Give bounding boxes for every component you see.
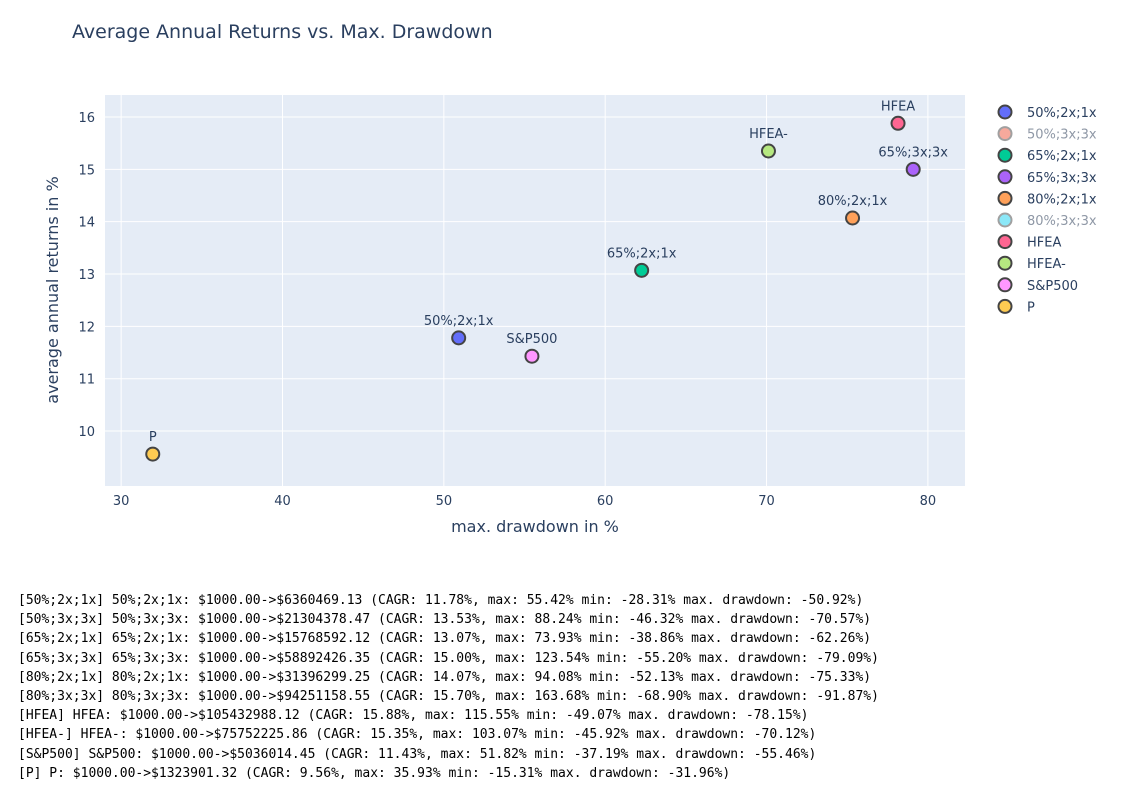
y-axis-label: average annual returns in % — [43, 176, 62, 403]
log-line: [65%;3x;3x] 65%;3x;3x: $1000.00->$588924… — [18, 650, 879, 666]
log-line: [80%;2x;1x] 80%;2x;1x: $1000.00->$313962… — [18, 669, 872, 685]
legend-item[interactable]: 65%;3x;3x — [997, 169, 1097, 186]
legend-item[interactable]: HFEA- — [997, 255, 1067, 273]
log-line: [P] P: $1000.00->$1323901.32 (CAGR: 9.56… — [18, 765, 731, 781]
log-line: [50%;3x;3x] 50%;3x;3x: $1000.00->$213043… — [18, 612, 872, 628]
point-label: 50%;2x;1x — [424, 314, 494, 329]
log-line: [80%;3x;3x] 80%;3x;3x: $1000.00->$942511… — [18, 688, 879, 704]
y-tick-label: 14 — [78, 216, 95, 231]
x-tick-label: 80 — [920, 494, 937, 509]
x-tick-label: 70 — [758, 494, 775, 509]
point-label: 65%;2x;1x — [607, 246, 677, 261]
legend-marker-icon — [997, 126, 1013, 142]
data-point — [451, 330, 467, 346]
legend-marker-icon — [997, 190, 1013, 206]
y-axis-ticks: 10 11 12 13 14 15 16 — [78, 111, 95, 440]
point-label: 80%;2x;1x — [818, 194, 888, 209]
data-point — [634, 262, 650, 278]
plot-area — [105, 95, 965, 486]
data-point — [760, 143, 776, 159]
point-label: S&P500 — [506, 332, 557, 347]
legend-label: P — [1027, 300, 1035, 315]
legend-item[interactable]: S&P500 — [997, 277, 1079, 294]
data-points — [145, 115, 921, 462]
legend-item[interactable]: 50%;2x;1x — [997, 104, 1097, 122]
log-line: [50%;2x;1x] 50%;2x;1x: $1000.00->$636046… — [18, 593, 864, 608]
x-axis-ticks: 30 40 50 60 70 80 — [113, 494, 936, 509]
grid-lines — [105, 95, 965, 486]
log-line: [S&P500] S&P500: $1000.00->$5036014.45 (… — [18, 746, 817, 762]
y-tick-label: 15 — [78, 163, 95, 178]
y-tick-label: 11 — [78, 373, 95, 388]
legend-label: 65%;3x;3x — [1027, 171, 1097, 186]
data-point — [145, 446, 161, 462]
scatter-chart: Average Annual Returns vs. Max. Drawdown… — [43, 21, 1097, 536]
log-line: [HFEA-] HFEA-: $1000.00->$75752225.86 (C… — [18, 727, 817, 743]
legend: 50%;2x;1x 50%;3x;3x 65%;2x;1x 65%;3x;3x 80%;… — [997, 104, 1097, 316]
legend-label: S&P500 — [1027, 279, 1078, 294]
legend-marker-icon — [997, 277, 1013, 293]
x-tick-label: 50 — [436, 494, 453, 509]
y-tick-label: 10 — [78, 425, 95, 440]
legend-label: HFEA — [1027, 236, 1061, 251]
legend-item[interactable]: 50%;3x;3x — [997, 126, 1097, 143]
legend-item[interactable]: P — [997, 298, 1036, 316]
y-tick-label: 13 — [78, 268, 95, 283]
data-point — [845, 210, 861, 226]
point-labels: 50%;2x;1x 65%;2x;1x 65%;3x;3x 80%;2x;1x HFEA… — [149, 99, 948, 445]
legend-item[interactable]: 80%;3x;3x — [997, 212, 1097, 230]
point-label: HFEA — [881, 99, 915, 114]
point-label: HFEA- — [749, 127, 788, 142]
x-axis-label: max. drawdown in % — [451, 517, 619, 536]
y-tick-label: 12 — [78, 320, 95, 335]
y-tick-label: 16 — [78, 111, 95, 126]
legend-marker-icon — [997, 234, 1013, 250]
chart-title: Average Annual Returns vs. Max. Drawdown — [72, 21, 493, 43]
data-point — [905, 161, 921, 177]
legend-item[interactable]: HFEA — [997, 234, 1062, 251]
data-point — [890, 115, 906, 131]
legend-marker-icon — [997, 255, 1013, 271]
log-line: [HFEA] HFEA: $1000.00->$105432988.12 (CA… — [18, 708, 809, 724]
legend-item[interactable]: 65%;2x;1x — [997, 147, 1097, 165]
legend-marker-icon — [997, 169, 1013, 185]
data-point — [524, 348, 540, 364]
output-log: [50%;2x;1x] 50%;2x;1x: $1000.00->$636046… — [18, 591, 879, 783]
legend-marker-icon — [997, 147, 1013, 163]
log-line: [65%;2x;1x] 65%;2x;1x: $1000.00->$157685… — [18, 631, 872, 647]
x-tick-label: 60 — [597, 494, 614, 509]
legend-marker-icon — [997, 298, 1013, 314]
legend-label: 50%;3x;3x — [1027, 128, 1097, 143]
legend-item[interactable]: 80%;2x;1x — [997, 190, 1097, 208]
point-label: P — [149, 430, 157, 445]
legend-label: 65%;2x;1x — [1027, 149, 1097, 164]
legend-marker-icon — [997, 104, 1013, 120]
legend-label: 80%;2x;1x — [1027, 192, 1097, 207]
x-tick-label: 40 — [274, 494, 291, 509]
x-tick-label: 30 — [113, 494, 130, 509]
legend-label: 80%;3x;3x — [1027, 214, 1097, 229]
legend-label: 50%;2x;1x — [1027, 106, 1097, 121]
legend-label: HFEA- — [1027, 257, 1066, 272]
point-label: 65%;3x;3x — [878, 145, 948, 160]
legend-marker-icon — [997, 212, 1013, 228]
